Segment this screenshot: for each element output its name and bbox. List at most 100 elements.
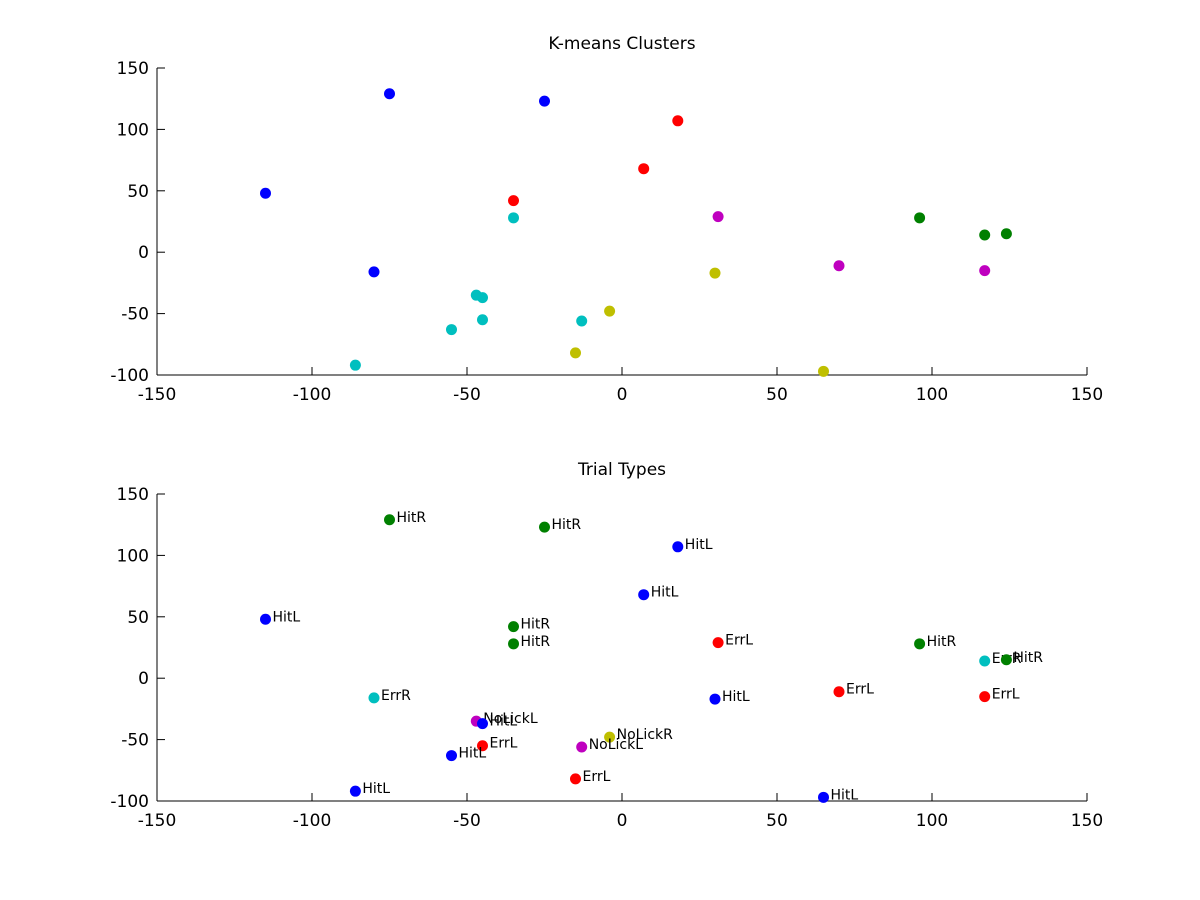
data-point — [979, 229, 991, 241]
data-point — [477, 740, 488, 752]
point-label: HitR — [521, 617, 551, 633]
y-tick-label: 100 — [117, 120, 149, 140]
x-tick-label: 50 — [766, 811, 788, 831]
x-tick-label: 0 — [617, 811, 628, 831]
data-point — [672, 541, 684, 553]
data-point — [818, 365, 829, 377]
data-point — [672, 115, 684, 127]
y-tick-label: 150 — [117, 485, 149, 505]
data-point — [712, 211, 724, 223]
x-tick-label: -100 — [293, 385, 332, 405]
data-point — [576, 741, 588, 753]
data-point — [477, 314, 488, 326]
data-point — [570, 347, 581, 359]
point-label: NoLickL — [589, 737, 644, 753]
data-point — [368, 266, 380, 278]
data-point — [384, 88, 395, 100]
point-label: HitR — [1013, 650, 1043, 666]
data-point — [576, 315, 588, 327]
point-label: HitL — [459, 746, 487, 762]
data-point — [833, 260, 845, 272]
data-point — [604, 731, 616, 743]
point-label: HitL — [831, 787, 859, 803]
data-point — [709, 267, 721, 279]
data-point — [638, 163, 650, 175]
point-label: HitL — [651, 585, 679, 601]
y-tick-label: 0 — [138, 243, 149, 263]
y-tick-label: -50 — [121, 305, 149, 325]
data-point — [368, 692, 380, 704]
data-point — [709, 693, 721, 705]
point-label: NoLickR — [617, 727, 674, 743]
x-tick-label: 150 — [1071, 385, 1103, 405]
data-point — [508, 212, 519, 224]
x-tick-label: -50 — [453, 811, 481, 831]
x-tick-label: -150 — [138, 385, 177, 405]
data-point — [914, 212, 926, 224]
data-point — [712, 637, 724, 649]
chart-panel-1: K-means Clusters-150 -100 -50 0 50 100 150-100… — [110, 34, 1103, 405]
x-tick-label: 100 — [916, 811, 948, 831]
point-label: HitL — [273, 609, 301, 625]
data-point — [1000, 228, 1012, 240]
x-tick-label: -150 — [138, 811, 177, 831]
point-label: HitR — [927, 634, 957, 650]
data-point — [539, 521, 550, 533]
point-label: ErrR — [381, 688, 411, 704]
x-tick-label: -100 — [293, 811, 332, 831]
data-point — [914, 638, 926, 650]
y-tick-label: 0 — [138, 669, 149, 689]
y-tick-label: 50 — [127, 608, 149, 628]
data-point — [349, 359, 361, 371]
point-label: ErrL — [992, 687, 1020, 703]
data-point — [384, 514, 395, 526]
point-label: HitL — [490, 714, 518, 730]
data-point — [477, 718, 488, 730]
point-label: HitR — [552, 517, 582, 533]
chart-title: K-means Clusters — [548, 34, 695, 54]
point-label: ErrL — [583, 769, 611, 785]
data-point — [1000, 654, 1012, 666]
data-point — [508, 195, 519, 207]
point-label: HitL — [362, 781, 390, 797]
point-label: NoLickL — [483, 711, 538, 727]
data-point — [508, 638, 519, 650]
x-tick-label: 100 — [916, 385, 948, 405]
point-label: ErrL — [490, 736, 518, 752]
data-point — [349, 785, 361, 797]
data-point — [446, 324, 457, 336]
y-tick-label: 50 — [127, 182, 149, 202]
y-tick-label: -50 — [121, 731, 149, 751]
data-point — [477, 292, 488, 304]
y-tick-label: -100 — [110, 366, 149, 386]
data-point — [833, 686, 845, 698]
point-label: HitR — [521, 634, 551, 650]
data-point — [604, 305, 616, 317]
y-tick-label: -100 — [110, 792, 149, 812]
point-label: HitL — [685, 537, 713, 553]
data-point — [979, 655, 991, 667]
data-point — [260, 187, 271, 199]
x-tick-label: 0 — [617, 385, 628, 405]
point-label: HitL — [722, 689, 750, 705]
data-point — [446, 750, 457, 762]
data-point — [979, 691, 991, 703]
data-point — [818, 791, 829, 803]
y-tick-label: 100 — [117, 546, 149, 566]
x-tick-label: -50 — [453, 385, 481, 405]
point-label: ErrL — [725, 633, 753, 649]
chart-title: Trial Types — [577, 460, 666, 480]
data-point — [508, 621, 519, 633]
point-label: HitR — [397, 510, 427, 526]
data-point — [570, 773, 581, 785]
data-point — [260, 613, 271, 625]
x-tick-label: 50 — [766, 385, 788, 405]
data-point — [979, 265, 991, 277]
y-tick-label: 150 — [117, 59, 149, 79]
data-point — [638, 589, 650, 601]
chart-panel-2: Trial Types-150 -100 -50 0 50 100 150-100-5005… — [110, 460, 1103, 831]
data-point — [539, 95, 550, 107]
point-label: ErrL — [846, 682, 874, 698]
